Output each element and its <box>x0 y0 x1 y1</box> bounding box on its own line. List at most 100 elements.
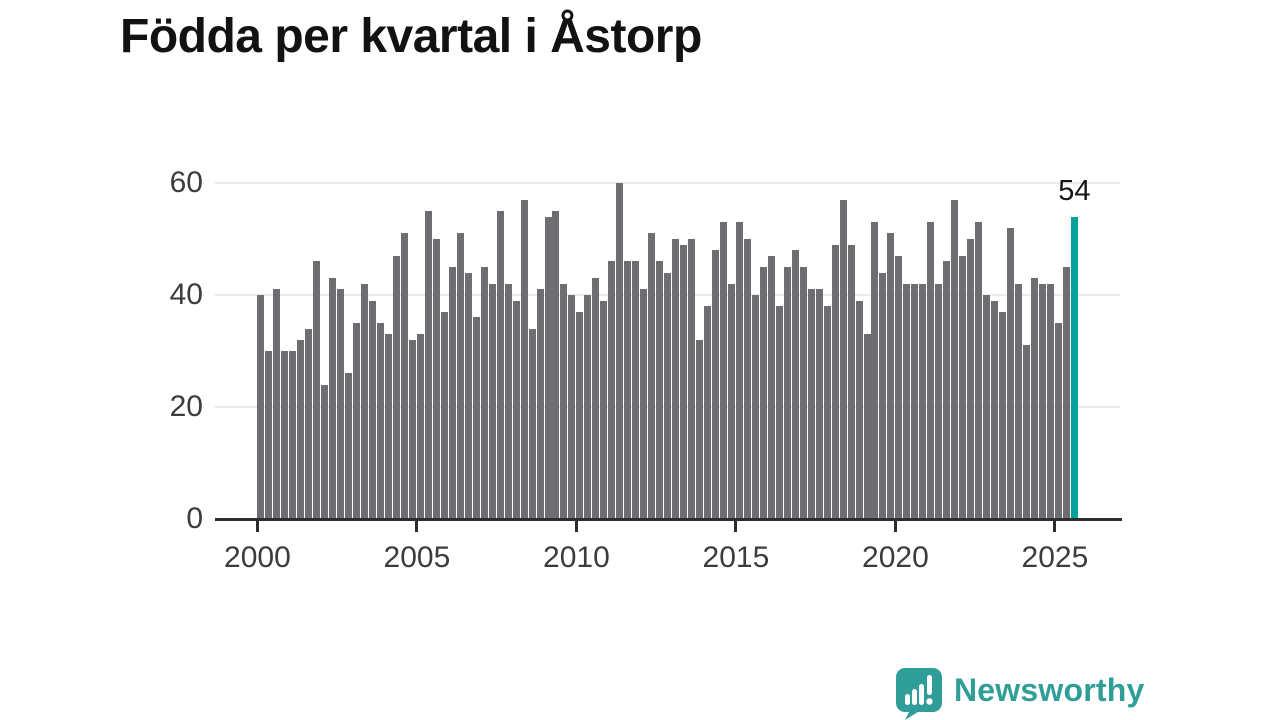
bar <box>839 199 847 519</box>
bar <box>855 300 863 519</box>
bar <box>488 283 496 519</box>
bar <box>799 267 807 519</box>
bar <box>385 334 392 519</box>
x-tick-2020 <box>893 521 897 532</box>
bar <box>377 323 385 519</box>
x-tick-label-2000: 2000 <box>224 541 291 574</box>
bar <box>568 295 576 519</box>
newsworthy-speech-bubble-chart-icon <box>896 668 942 720</box>
bar <box>504 283 512 519</box>
bar <box>887 233 895 519</box>
bar <box>456 233 464 519</box>
x-axis-line <box>215 518 1122 521</box>
bar <box>369 300 377 519</box>
bar <box>1023 345 1030 519</box>
bar <box>680 244 688 519</box>
bar <box>903 283 911 519</box>
x-tick-label-2015: 2015 <box>702 541 770 574</box>
x-tick-label-2005: 2005 <box>383 541 451 574</box>
x-tick-2005 <box>415 521 419 532</box>
bar <box>927 222 935 519</box>
bar <box>544 216 552 519</box>
bar <box>895 255 903 519</box>
bar <box>975 222 983 519</box>
bar <box>337 289 345 519</box>
bar <box>552 211 560 519</box>
bar <box>424 211 432 519</box>
bar <box>648 233 656 519</box>
bar <box>696 339 704 519</box>
last-value-label: 54 <box>1058 175 1091 207</box>
bar <box>807 289 815 519</box>
bar <box>592 278 600 519</box>
chart-title: Födda per kvartal i Åstorp <box>120 10 702 63</box>
bar <box>408 339 416 519</box>
bar <box>704 306 711 519</box>
bar <box>711 250 719 519</box>
x-tick-2015 <box>734 521 738 532</box>
y-tick-label-20: 20 <box>169 390 203 423</box>
bar <box>608 261 616 519</box>
bar <box>496 211 504 519</box>
x-tick-2000 <box>255 521 259 532</box>
bar <box>472 317 480 519</box>
bar-highlighted <box>1070 216 1078 519</box>
bar <box>759 267 767 519</box>
x-tick-label-2010: 2010 <box>543 541 610 574</box>
bar <box>281 351 289 519</box>
bar <box>783 267 791 519</box>
x-tick-2010 <box>574 521 578 532</box>
bar <box>1054 323 1062 519</box>
bar <box>440 311 448 519</box>
bar <box>991 300 999 519</box>
x-tick-2025 <box>1053 521 1057 532</box>
bar <box>584 295 592 519</box>
bar <box>520 199 528 519</box>
y-tick-label-40: 40 <box>169 278 203 311</box>
bar <box>560 283 568 519</box>
bar <box>959 255 967 519</box>
bar <box>815 289 823 519</box>
bar <box>392 255 400 519</box>
newsworthy-logo-text: Newsworthy <box>954 672 1145 708</box>
bar <box>1062 267 1070 519</box>
bar <box>1046 283 1054 519</box>
bar <box>640 289 648 519</box>
y-tick-label-60: 60 <box>169 166 203 199</box>
bar <box>329 278 337 519</box>
bar <box>871 222 879 519</box>
bar <box>512 300 520 519</box>
bar <box>847 244 855 519</box>
bar <box>999 311 1007 519</box>
bar <box>416 334 424 519</box>
bar <box>448 267 456 519</box>
bar <box>345 373 353 519</box>
bar <box>464 272 472 519</box>
bar <box>983 295 991 519</box>
bar <box>751 295 759 519</box>
bar <box>727 283 735 519</box>
bar <box>879 272 887 519</box>
bar <box>1007 227 1015 519</box>
bar <box>624 261 632 519</box>
newsworthy-logo: Newsworthy <box>896 666 1166 720</box>
bar <box>767 255 775 519</box>
bar <box>831 244 839 519</box>
bar <box>305 328 313 519</box>
bar <box>672 239 680 519</box>
bar <box>735 222 743 519</box>
bar <box>823 306 831 519</box>
bar <box>361 283 369 519</box>
bar <box>576 311 584 519</box>
bar <box>480 267 488 519</box>
bar <box>400 233 408 519</box>
x-tick-label-2025: 2025 <box>1021 541 1089 574</box>
bar <box>616 183 624 519</box>
bar <box>656 261 664 519</box>
bar <box>313 261 321 519</box>
bar <box>528 328 536 519</box>
gridline-60 <box>215 182 1120 184</box>
bar <box>743 239 751 519</box>
bar <box>911 283 919 519</box>
